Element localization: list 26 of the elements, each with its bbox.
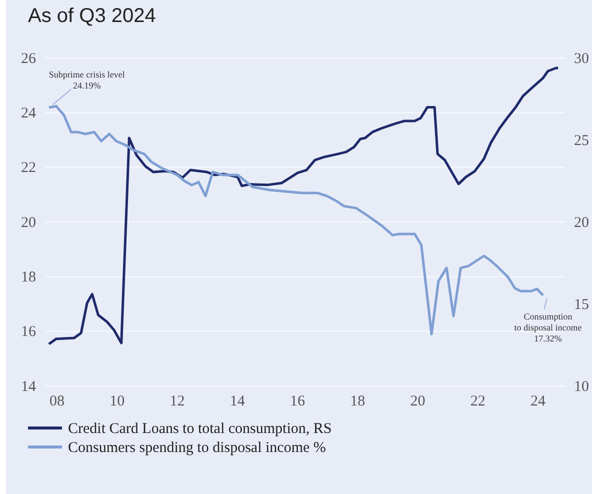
y-tick-label: 16 [21, 324, 36, 340]
chart-title: As of Q3 2024 [28, 5, 156, 27]
x-tick-label: 20 [410, 394, 426, 410]
y-tick-label: 20 [21, 214, 36, 231]
x-tick-label: 14 [230, 394, 246, 410]
y-tick-label: 26 [21, 50, 36, 67]
y2-tick-label: 10 [574, 378, 589, 395]
x-tick-label: 08 [50, 394, 65, 410]
x-tick-label: 12 [170, 394, 185, 410]
y2-tick-label: 15 [574, 296, 589, 313]
y-tick-label: 24 [21, 105, 36, 122]
x-tick-label: 24 [530, 394, 546, 410]
x-tick-label: 18 [350, 394, 366, 410]
legend-label: Consumers spending to disposal income % [68, 440, 326, 456]
y-tick-label: 18 [21, 269, 36, 286]
annotation: Consumption to disposal income 17.32% [514, 311, 582, 344]
x-tick-label: 22 [470, 394, 486, 410]
x-tick-label: 10 [110, 394, 125, 410]
y2-tick-label: 30 [574, 50, 589, 67]
annotation: Subprime crisis level 24.19% [48, 69, 126, 90]
legend-label: Credit Card Loans to total consumption, RS [68, 421, 332, 437]
x-tick-label: 16 [290, 394, 306, 410]
y2-tick-label: 25 [574, 132, 589, 149]
y-tick-label: 22 [21, 160, 36, 176]
y2-tick-label: 20 [574, 214, 589, 231]
y-tick-label: 14 [21, 378, 36, 395]
